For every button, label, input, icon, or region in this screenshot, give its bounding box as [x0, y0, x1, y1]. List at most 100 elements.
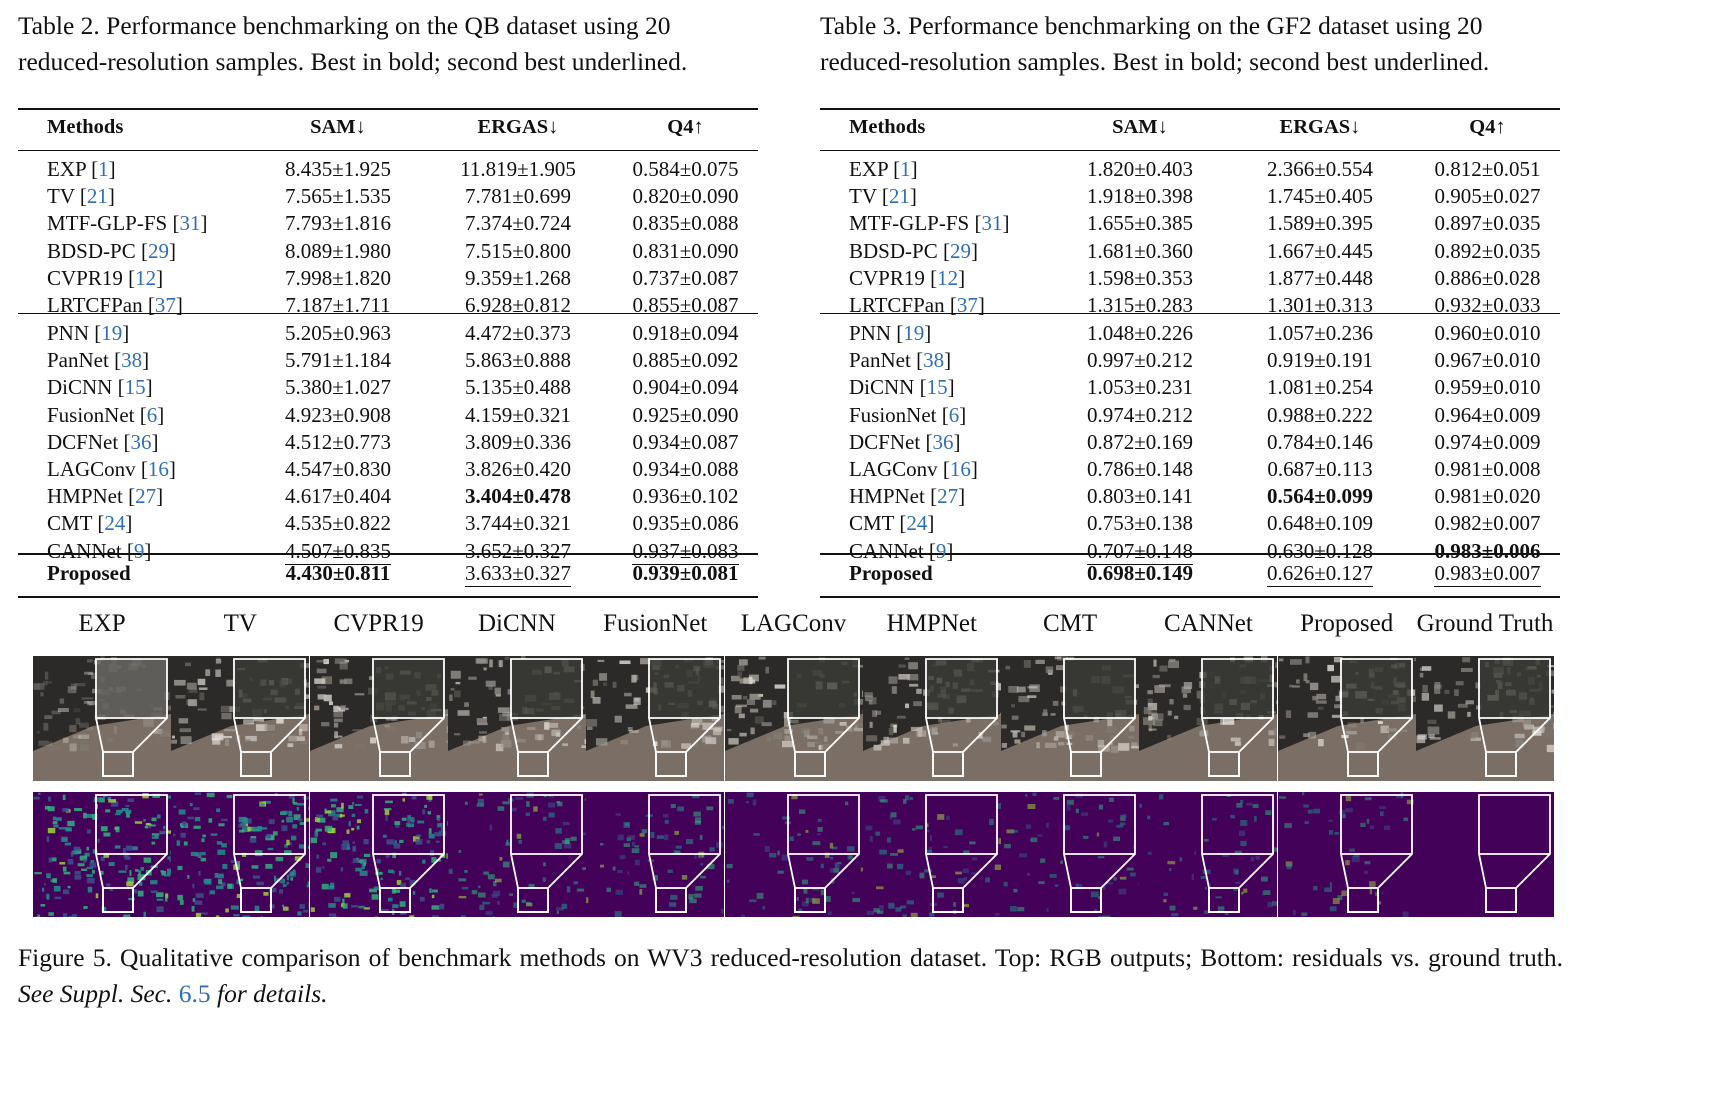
method-name: Proposed: [849, 561, 933, 585]
citation-link[interactable]: 38: [923, 348, 945, 373]
table-row: PNN [19] 1.048±0.226 1.057±0.236 0.960±0.01…: [820, 320, 1560, 347]
table3-group1: EXP [1] 1.820±0.403 2.366±0.554 0.812±0.051…: [820, 156, 1560, 319]
figure5-method-label: FusionNet: [603, 610, 708, 637]
method-name: DiCNN [15]: [47, 375, 153, 400]
citation-link[interactable]: 21: [86, 184, 108, 209]
citation-link[interactable]: 21: [888, 184, 910, 209]
rgb-output-image: [1139, 656, 1278, 781]
table2-ergas-cell: 3.404±0.478: [464, 484, 572, 509]
table3-q4-cell: 0.981±0.020: [1434, 484, 1541, 509]
figure5-caption-prefix: Figure 5.: [18, 943, 112, 972]
table2-proposed: Proposed 4.430±0.811 3.633±0.327 0.939±0.08…: [18, 560, 758, 587]
table2-q4-cell: 0.937±0.083: [632, 538, 739, 565]
method-name: FusionNet [6]: [47, 402, 165, 427]
table3-caption: Table 3. Performance benchmarking on the…: [820, 8, 1562, 80]
citation-link[interactable]: 12: [135, 265, 157, 290]
table2-q4-cell: 0.885±0.092: [632, 348, 739, 373]
table2-sam-cell: 4.535±0.822: [284, 511, 392, 536]
table-row: LAGConv [16] 0.786±0.148 0.687±0.113 0.981±…: [820, 456, 1560, 483]
table3-q4-cell: 0.886±0.028: [1434, 265, 1541, 290]
method-name: LAGConv [16]: [849, 457, 978, 482]
citation-link[interactable]: 37: [956, 293, 978, 318]
residual-map-image: [1277, 792, 1416, 917]
table3-ergas-cell: 0.784±0.146: [1266, 429, 1374, 454]
table3-q4-cell: 0.932±0.033: [1434, 293, 1541, 318]
method-name: PanNet [38]: [47, 348, 150, 373]
method-name: CVPR19 [12]: [47, 265, 164, 290]
table3-caption-text: Performance benchmarking on the GF2 data…: [820, 11, 1490, 76]
table2-sam-cell: 7.187±1.711: [285, 293, 391, 318]
citation-link[interactable]: 1: [98, 157, 109, 181]
table3-sam-cell: 1.655±0.385: [1086, 211, 1194, 236]
citation-link[interactable]: 27: [135, 484, 157, 509]
citation-link[interactable]: 24: [906, 511, 928, 536]
citation-link[interactable]: 31: [179, 211, 201, 236]
table-row: CMT [24] 4.535±0.822 3.744±0.321 0.935±0.08…: [18, 510, 758, 537]
table3-ergas-cell: 1.301±0.313: [1266, 293, 1374, 318]
zoom-source-box: [1070, 887, 1102, 913]
table2-sam-cell: 5.380±1.027: [284, 375, 392, 400]
citation-link[interactable]: 12: [937, 265, 959, 290]
table3-sam-cell: 0.707±0.148: [1086, 538, 1194, 565]
residual-map-image: [1139, 792, 1278, 917]
method-name: CANNet [9]: [47, 538, 152, 563]
table2-sam-cell: 5.791±1.184: [284, 348, 392, 373]
table3-sam-cell: 0.997±0.212: [1086, 348, 1194, 373]
table3-header: Methods SAM↓ ERGAS↓ Q4↑: [820, 114, 1560, 141]
citation-link[interactable]: 16: [147, 457, 169, 482]
table3-sam-cell: 1.918±0.398: [1086, 184, 1194, 209]
method-name: PNN [19]: [849, 321, 932, 345]
table3-q4-cell: 0.983±0.006: [1434, 538, 1541, 563]
table3-ergas-cell: 0.919±0.191: [1266, 348, 1374, 373]
table2-q4-cell: 0.855±0.087: [632, 293, 739, 318]
method-name: BDSD-PC [29]: [849, 238, 978, 263]
figure5-caption-ref-link[interactable]: 6.5: [178, 979, 211, 1008]
citation-link[interactable]: 15: [124, 375, 146, 400]
table-row: EXP [1] 1.820±0.403 2.366±0.554 0.812±0.051: [820, 156, 1560, 183]
table3-sam-cell: 1.681±0.360: [1086, 238, 1194, 263]
citation-link[interactable]: 19: [101, 321, 123, 345]
table2-sam-cell: 4.430±0.811: [285, 561, 391, 585]
citation-link[interactable]: 37: [154, 293, 176, 318]
zoom-source-box: [1485, 887, 1517, 913]
residual-map-image: [171, 792, 310, 917]
table-row: BDSD-PC [29] 1.681±0.360 1.667±0.445 0.892±…: [820, 238, 1560, 265]
zoom-source-box: [378, 887, 411, 913]
table-row: TV [21] 1.918±0.398 1.745±0.405 0.905±0.027: [820, 183, 1560, 210]
table2-header-methods: Methods: [47, 116, 124, 138]
table2-caption-prefix: Table 2.: [18, 11, 100, 40]
figure5-method-label: EXP: [78, 610, 126, 637]
zoom-source-box: [378, 751, 411, 777]
citation-link[interactable]: 31: [981, 211, 1003, 236]
rgb-output-image: [171, 656, 310, 781]
citation-link[interactable]: 36: [932, 429, 954, 454]
table3-ergas-cell: 2.366±0.554: [1266, 157, 1374, 181]
citation-link[interactable]: 9: [133, 538, 145, 563]
table2-sam-cell: 5.205±0.963: [284, 321, 392, 345]
citation-link[interactable]: 27: [937, 484, 959, 509]
table2-sam-cell: 7.565±1.535: [284, 184, 392, 209]
table2-group1: EXP [1] 8.435±1.925 11.819±1.905 0.584±0.07…: [18, 156, 758, 319]
table2-ergas-cell: 3.809±0.336: [464, 429, 572, 454]
table3-ergas-cell: 0.687±0.113: [1267, 457, 1373, 482]
citation-link[interactable]: 29: [147, 238, 169, 263]
table2-ergas-cell: 3.652±0.327: [464, 538, 572, 563]
citation-link[interactable]: 19: [903, 321, 925, 345]
citation-link[interactable]: 24: [104, 511, 126, 536]
table3-ergas-cell: 0.626±0.127: [1266, 561, 1374, 587]
zoom-source-box: [655, 751, 688, 777]
table3-ergas-cell: 1.877±0.448: [1266, 265, 1374, 290]
citation-link[interactable]: 29: [949, 238, 971, 263]
citation-link[interactable]: 16: [949, 457, 971, 482]
rgb-output-image: [1277, 656, 1416, 781]
citation-link[interactable]: 9: [935, 538, 947, 563]
citation-link[interactable]: 36: [130, 429, 152, 454]
citation-link[interactable]: 6: [146, 402, 158, 427]
citation-link[interactable]: 1: [900, 157, 911, 181]
citation-link[interactable]: 15: [926, 375, 948, 400]
table2-caption: Table 2. Performance benchmarking on the…: [18, 8, 760, 80]
citation-link[interactable]: 38: [121, 348, 143, 373]
zoom-source-box: [793, 887, 826, 913]
citation-link[interactable]: 6: [948, 402, 960, 427]
figure5-method-label: HMPNet: [886, 610, 977, 637]
